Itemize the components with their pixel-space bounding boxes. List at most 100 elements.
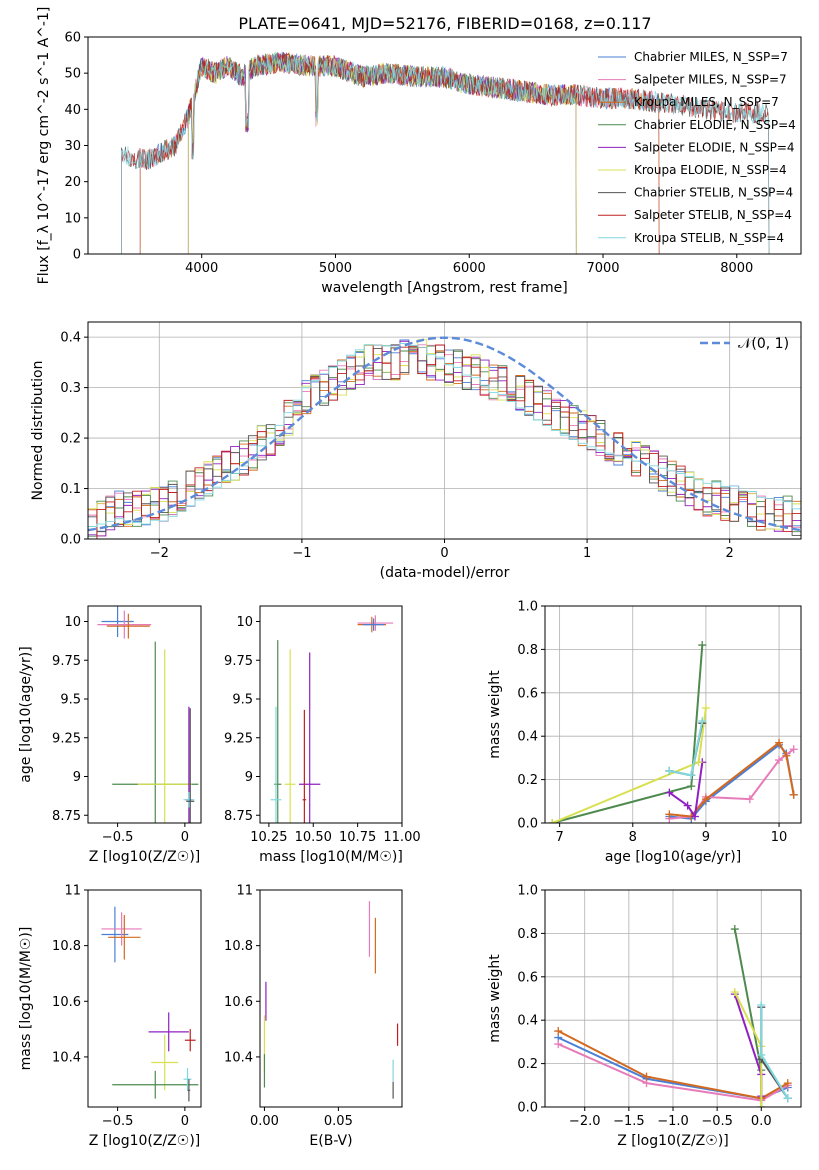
figure-title: PLATE=0641, MJD=52176, FIBERID=0168, z=0… xyxy=(238,14,651,33)
data-point xyxy=(698,717,707,726)
errorbar-point xyxy=(106,613,150,639)
y-tick-label: 10 xyxy=(64,211,81,226)
y-tick-label: 10.8 xyxy=(224,939,253,954)
errorbar-point xyxy=(362,618,385,631)
y-tick-label: 0.4 xyxy=(517,1014,538,1029)
plot-area xyxy=(97,606,199,823)
errorbar-point xyxy=(274,640,282,823)
x-tick-label: 10.75 xyxy=(339,830,376,845)
y-tick-label: 0.4 xyxy=(60,331,81,346)
chart-panel-5: 7 8 9 10 0.0 0.2 0.4 0.6 0.8 1.0 age [log10(age/yr… xyxy=(487,600,802,865)
y-tick-label: 9.25 xyxy=(52,731,81,746)
x-tick-label: −0.5 xyxy=(701,1114,733,1129)
legend-label: Kroupa MILES, N_SSP=7 xyxy=(634,95,779,109)
data-point xyxy=(730,987,739,996)
data-point xyxy=(782,751,791,760)
errorbar-point xyxy=(108,915,141,960)
x-tick-label: 7000 xyxy=(586,261,619,276)
chart-panel-8: −2.0 −1.5 −1.0 −0.5 0.0 0.0 0.2 0.4 0.6 0.8 1.0 Z [… xyxy=(487,884,802,1149)
y-tick-label: 0.8 xyxy=(517,643,538,658)
y-tick-label: 0.0 xyxy=(517,1101,538,1116)
x-tick-label: 4000 xyxy=(185,261,218,276)
data-point xyxy=(783,1094,792,1103)
y-tick-label: 0.2 xyxy=(517,1057,538,1072)
y-tick-label: 10 xyxy=(64,615,81,630)
legend-label: Kroupa ELODIE, N_SSP=4 xyxy=(634,163,787,177)
x-axis-label: E(B-V) xyxy=(309,1133,352,1149)
x-axis-label: Z [log10(Z/Z☉)] xyxy=(89,849,201,865)
errorbar-point xyxy=(101,912,142,946)
errorbar-point xyxy=(97,610,152,639)
chart-panel-7: 0.00 0.05 10.4 10.6 10.8 11 E(B-V) xyxy=(224,884,403,1149)
y-tick-label: 9.5 xyxy=(232,693,253,708)
data-point xyxy=(698,641,707,650)
x-axis-label: Z [log10(Z/Z☉)] xyxy=(617,1133,729,1149)
errorbar-point xyxy=(183,792,195,808)
y-tick-label: 11 xyxy=(236,884,253,899)
axes-frame xyxy=(259,889,403,1108)
data-point xyxy=(665,766,674,775)
x-tick-label: 0.00 xyxy=(250,1114,279,1129)
x-tick-label: 0 xyxy=(181,830,189,845)
y-tick-label: 10.6 xyxy=(224,995,253,1010)
data-point xyxy=(665,810,674,819)
y-tick-label: 9 xyxy=(245,770,253,785)
y-tick-label: 9 xyxy=(73,770,81,785)
x-tick-label: 1 xyxy=(583,546,591,561)
legend-label: Chabrier STELIB, N_SSP=4 xyxy=(634,186,793,200)
y-tick-label: 0.8 xyxy=(517,927,538,942)
data-point xyxy=(783,1079,792,1088)
x-tick-label: 6000 xyxy=(453,261,486,276)
legend-label: Chabrier ELODIE, N_SSP=4 xyxy=(634,118,796,132)
x-tick-label: 0.05 xyxy=(324,1114,353,1129)
y-tick-label: 10 xyxy=(236,615,253,630)
y-tick-label: 9.5 xyxy=(60,693,81,708)
errorbar-point xyxy=(112,1070,199,1099)
y-tick-label: 0.6 xyxy=(517,686,538,701)
errorbar-point xyxy=(137,649,192,823)
errorbar-point xyxy=(302,709,307,823)
y-tick-label: 8.75 xyxy=(224,809,253,824)
y-tick-label: 1.0 xyxy=(517,600,538,615)
legend-label: Kroupa STELIB, N_SSP=4 xyxy=(634,231,784,245)
x-tick-label: 8 xyxy=(629,830,637,845)
y-tick-label: 10.4 xyxy=(52,1050,81,1065)
chart-panel-4: 10.25 10.50 10.75 11.00 8.75 9 9.25 9.5 9.75 10 ma… xyxy=(224,605,421,865)
errorbar-point xyxy=(151,1034,179,1091)
legend-label: Chabrier MILES, N_SSP=7 xyxy=(634,50,788,64)
spectrum-line xyxy=(187,53,577,254)
data-point xyxy=(665,788,674,797)
y-tick-label: 0.3 xyxy=(60,381,81,396)
x-axis-label: (data-model)/error xyxy=(380,565,510,581)
x-tick-label: 10.25 xyxy=(250,830,287,845)
data-point xyxy=(775,738,784,747)
y-tick-label: 0.1 xyxy=(60,482,81,497)
errorbar-point xyxy=(270,706,282,823)
y-tick-label: 20 xyxy=(64,175,81,190)
plot-area xyxy=(554,925,792,1107)
x-tick-label: 0.0 xyxy=(751,1114,772,1129)
y-tick-label: 0.2 xyxy=(60,432,81,447)
y-tick-label: 0.2 xyxy=(517,773,538,788)
y-tick-label: 10.8 xyxy=(52,939,81,954)
x-tick-label: 0 xyxy=(181,1114,189,1129)
data-point xyxy=(548,819,557,823)
y-tick-label: 9.25 xyxy=(224,731,253,746)
data-point xyxy=(683,801,692,810)
y-tick-label: 10.4 xyxy=(224,1050,253,1065)
y-tick-label: 30 xyxy=(64,139,81,154)
y-tick-label: 60 xyxy=(64,31,81,46)
series-line xyxy=(551,707,707,823)
x-axis-label: mass [log10(M/M☉)] xyxy=(259,849,403,865)
y-tick-label: 0.0 xyxy=(517,817,538,832)
axes-frame xyxy=(87,889,202,1108)
plot-area xyxy=(263,901,399,1099)
y-axis-label: mass [log10(M/M☉)] xyxy=(18,927,34,1071)
x-tick-label: −1.5 xyxy=(613,1114,645,1129)
histogram-line xyxy=(88,343,801,527)
data-point xyxy=(687,771,696,780)
series-line xyxy=(668,762,704,820)
plot-area xyxy=(88,336,801,539)
spectrum-line xyxy=(121,52,770,254)
y-tick-label: 10.6 xyxy=(52,995,81,1010)
